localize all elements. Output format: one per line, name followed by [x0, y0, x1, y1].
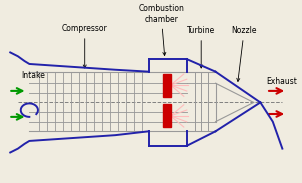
Text: Exhaust: Exhaust: [266, 77, 297, 86]
Text: Intake: Intake: [22, 71, 46, 80]
Text: Nozzle: Nozzle: [231, 26, 257, 81]
Text: Combustion
chamber: Combustion chamber: [138, 4, 184, 55]
Text: Turbine: Turbine: [187, 26, 215, 68]
Text: Compressor: Compressor: [62, 24, 108, 68]
Bar: [163, 104, 171, 128]
Bar: [163, 74, 171, 97]
